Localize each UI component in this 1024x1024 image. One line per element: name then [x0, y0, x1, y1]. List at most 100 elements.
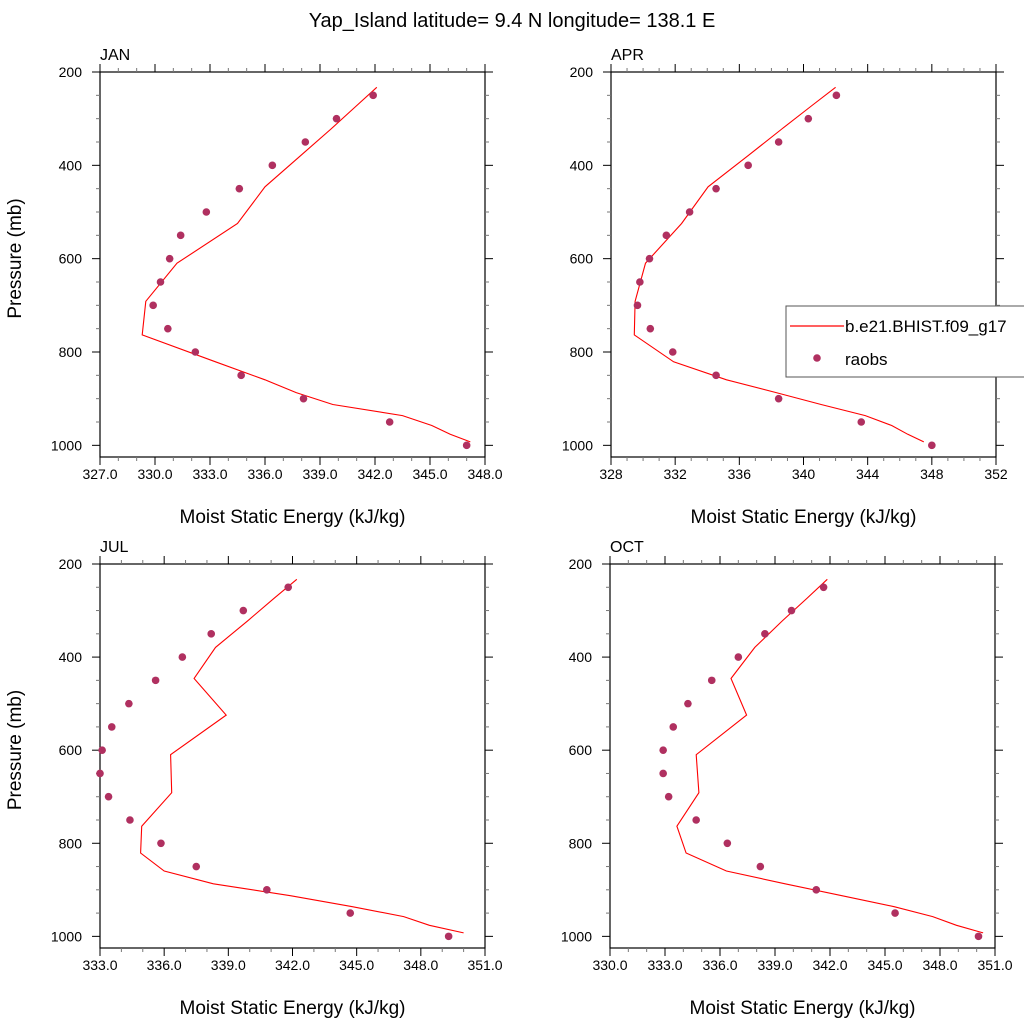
x-axis-title: Moist Static Energy (kJ/kg) [180, 998, 406, 1019]
x-tick-label: 332 [663, 466, 687, 482]
raobs-point [692, 816, 700, 824]
x-tick-label: 345.0 [412, 466, 447, 482]
y-tick-label: 200 [569, 556, 593, 572]
x-tick-label: 348.0 [403, 957, 438, 973]
y-tick-label: 1000 [51, 437, 82, 453]
x-tick-label: 339.0 [302, 466, 337, 482]
panel-title: APR [611, 47, 644, 64]
y-tick-label: 400 [59, 157, 83, 173]
panel-jan: 327.0 330.0 333.0 336.0 339.0 342.0 345.0 348.0… [5, 47, 503, 528]
panel-title: JAN [100, 47, 130, 64]
raobs-point [646, 324, 655, 333]
y-tick-label: 600 [59, 251, 83, 267]
panel-apr: 328 332 336 340 344 348 352 200 400 600 800 1000 APR… [562, 47, 1008, 528]
raobs-point [712, 184, 720, 193]
x-tick-label: 344 [856, 466, 880, 482]
raobs-point [756, 862, 765, 871]
raobs-point [659, 769, 667, 778]
x-tick-label: 351.0 [977, 957, 1012, 973]
raobs-point [668, 348, 677, 356]
x-tick-label: 348 [920, 466, 944, 482]
raobs-point [164, 324, 172, 333]
x-tick-label: 352 [984, 466, 1008, 482]
y-axis-title: Pressure (mb) [5, 690, 26, 810]
x-tick-label: 333.0 [192, 466, 227, 482]
raobs-point [156, 278, 165, 286]
x-tick-label: 330.0 [592, 957, 627, 973]
raobs-point [734, 653, 743, 661]
raobs-point [299, 394, 308, 403]
plot-frame [99, 71, 486, 458]
x-tick-label: 348.0 [922, 957, 957, 973]
x-tick-label: 339.0 [757, 957, 792, 973]
legend-obs-label: raobs [845, 350, 888, 369]
raobs-point [96, 769, 104, 778]
raobs-point [804, 114, 813, 123]
model-profile-line [141, 86, 471, 443]
raobs-point [774, 394, 783, 403]
x-tick-label: 342.0 [357, 466, 392, 482]
x-tick-label: 345.0 [339, 957, 374, 973]
y-tick-label: 1000 [561, 928, 592, 944]
panel-title: JUL [100, 539, 129, 556]
raobs-point [659, 746, 667, 754]
raobs-point [165, 254, 174, 263]
raobs-point [126, 816, 134, 824]
y-tick-label: 1000 [51, 928, 82, 944]
main-title: Yap_Island latitude= 9.4 N longitude= 13… [309, 10, 716, 32]
raobs-point [239, 606, 248, 615]
x-tick-label: 336.0 [247, 466, 282, 482]
x-axis-title: Moist Static Energy (kJ/kg) [691, 507, 917, 528]
x-tick-label: 342.0 [812, 957, 847, 973]
raobs-point [636, 278, 644, 286]
raobs-point [176, 231, 185, 240]
raobs-point [723, 839, 732, 848]
raobs-point [761, 630, 769, 638]
raobs-point [178, 653, 187, 661]
legend: b.e21.BHIST.f09_g17 raobs [785, 305, 1024, 378]
raobs-point [645, 254, 654, 263]
raobs-point [104, 792, 113, 801]
raobs-point [444, 932, 453, 941]
model-profile-line [633, 86, 925, 443]
raobs-point [98, 746, 106, 754]
raobs-point [707, 676, 716, 685]
raobs-point [744, 161, 752, 170]
raobs-point [928, 441, 936, 450]
raobs-point [633, 301, 642, 310]
x-tick-label: 340 [792, 466, 816, 482]
raobs-point [263, 886, 271, 894]
raobs-point [192, 862, 201, 871]
x-tick-label: 336.0 [702, 957, 737, 973]
x-tick-label: 345.0 [867, 957, 902, 973]
raobs-point [151, 676, 160, 685]
plot-frame [99, 563, 486, 949]
y-tick-label: 800 [570, 344, 594, 360]
x-tick-label: 351.0 [467, 957, 502, 973]
raobs-point [891, 909, 899, 917]
x-tick-label: 339.0 [211, 957, 246, 973]
x-tick-label: 333.0 [82, 957, 117, 973]
y-tick-label: 400 [569, 649, 593, 665]
y-tick-label: 600 [569, 742, 593, 758]
y-tick-label: 200 [59, 556, 83, 572]
raobs-point [369, 91, 377, 100]
x-tick-label: 342.0 [275, 957, 310, 973]
panel-jul: 333.0 336.0 339.0 342.0 345.0 348.0 351.0 200 40… [5, 539, 503, 1019]
raobs-point [125, 699, 133, 708]
raobs-point [712, 371, 720, 380]
raobs-point [812, 886, 821, 894]
raobs-point [332, 114, 341, 123]
raobs-point [685, 208, 694, 216]
model-profile-line [140, 578, 464, 934]
raobs-point [284, 583, 293, 592]
y-tick-label: 800 [59, 344, 83, 360]
raobs-point [832, 91, 841, 100]
raobs-point [974, 932, 983, 941]
y-tick-label: 600 [570, 251, 594, 267]
x-tick-label: 333.0 [647, 957, 682, 973]
legend-obs-marker [813, 354, 821, 362]
x-axis-title: Moist Static Energy (kJ/kg) [690, 998, 916, 1019]
y-tick-label: 1000 [562, 437, 593, 453]
